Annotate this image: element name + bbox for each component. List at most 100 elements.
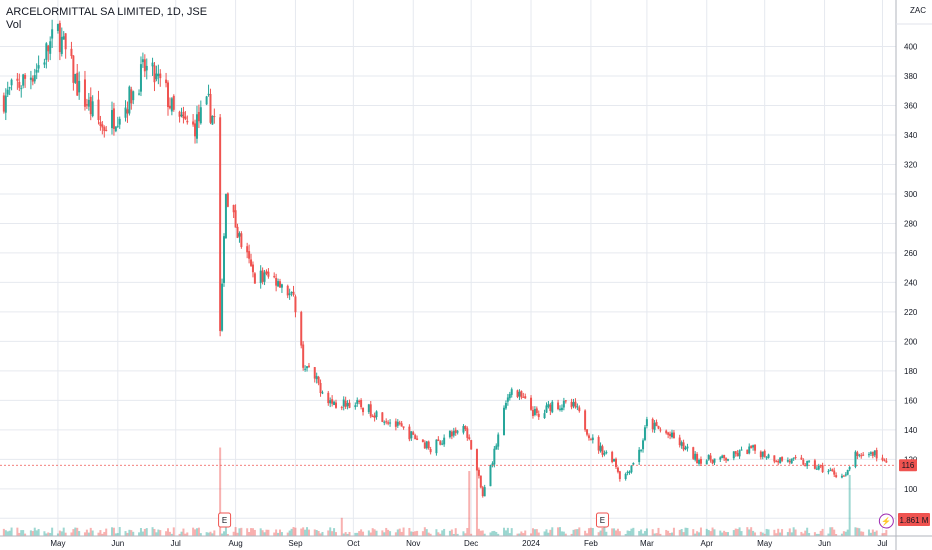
- candle-body: [669, 433, 672, 437]
- volume-bar: [304, 529, 307, 536]
- candle-body: [389, 422, 392, 424]
- dividend-badge-label: ⚡: [881, 516, 891, 526]
- candle-body: [342, 399, 345, 407]
- candle-body: [591, 437, 594, 441]
- candle-body: [348, 402, 351, 408]
- candle-body: [423, 442, 426, 449]
- candle-body: [653, 422, 656, 430]
- volume-bar: [101, 533, 104, 536]
- volume-bar: [468, 471, 471, 536]
- candle-body: [545, 405, 548, 413]
- volume-bar: [375, 530, 378, 536]
- volume-bar: [348, 531, 351, 536]
- candle-body: [775, 461, 778, 463]
- volume-bar: [854, 527, 857, 536]
- volume-bar: [483, 533, 486, 536]
- volume-bar: [340, 517, 343, 536]
- volume-bar: [615, 530, 617, 536]
- candle-body: [51, 29, 54, 39]
- candle-body: [186, 120, 189, 123]
- candle-body: [709, 455, 712, 461]
- volume-bar: [698, 532, 701, 536]
- candle-body: [259, 270, 262, 284]
- volume-bar: [31, 531, 34, 536]
- candle-body: [340, 407, 343, 409]
- candle-body: [292, 291, 295, 295]
- candle-body: [804, 465, 807, 467]
- candle-body: [180, 114, 183, 117]
- candle-body: [4, 95, 7, 113]
- candle-body: [396, 421, 399, 426]
- candle-body: [698, 460, 701, 464]
- candle-body: [881, 457, 884, 461]
- candle-body: [302, 344, 305, 368]
- candle-body: [833, 470, 836, 475]
- candle-body: [288, 293, 291, 296]
- candle-body: [723, 455, 726, 459]
- candle-body: [680, 442, 683, 446]
- volume-bar: [342, 533, 345, 536]
- candle-body: [829, 470, 832, 472]
- volume-bar: [141, 531, 144, 536]
- candle-body: [786, 460, 789, 462]
- time-tick-label: Jul: [171, 539, 181, 548]
- volume-bar: [275, 529, 278, 536]
- candle-body: [524, 396, 527, 399]
- volume-bar: [817, 533, 820, 536]
- volume-bar: [118, 527, 121, 536]
- volume-bar: [199, 533, 202, 536]
- volume-bar: [848, 474, 851, 536]
- volume-bar: [470, 533, 473, 536]
- volume-bar: [416, 530, 419, 536]
- candle-body: [89, 96, 92, 115]
- volume-bar: [732, 530, 735, 536]
- candlestick-series: [2, 19, 888, 498]
- candle-body: [711, 460, 714, 464]
- candle-body: [317, 376, 320, 384]
- candle-body: [497, 434, 500, 447]
- volume-bar: [72, 529, 75, 536]
- volume-bar: [165, 531, 168, 536]
- volume-bar: [2, 528, 5, 536]
- volume-bar: [547, 532, 550, 536]
- candle-body: [56, 23, 59, 31]
- candle-body: [752, 445, 755, 448]
- candle-body: [605, 451, 608, 454]
- volume-bar: [383, 532, 386, 536]
- volume-bar: [452, 533, 455, 536]
- candle-body: [705, 460, 708, 465]
- candle-body: [885, 460, 888, 463]
- last-volume-marker: [898, 513, 930, 526]
- volume-bar: [280, 532, 283, 536]
- candle-body: [615, 458, 617, 467]
- price-tick-label: 340: [904, 131, 918, 140]
- volume-bar: [574, 529, 577, 536]
- volume-bar: [180, 531, 183, 536]
- volume-bar: [358, 531, 361, 536]
- candle-body: [221, 283, 224, 331]
- volume-bar: [640, 529, 643, 536]
- candle-body: [746, 449, 749, 455]
- volume-bar: [808, 533, 811, 536]
- candle-body: [139, 64, 142, 92]
- candle-body: [763, 450, 766, 458]
- candle-body: [655, 422, 658, 427]
- candle-body: [126, 109, 129, 114]
- candle-body: [678, 437, 681, 446]
- volume-bar: [491, 531, 494, 536]
- volume-bar: [765, 528, 768, 536]
- volume-bar: [759, 531, 762, 536]
- candle-body: [118, 118, 121, 125]
- candle-body: [76, 72, 79, 96]
- price-tick-label: 180: [904, 367, 918, 376]
- candle-body: [70, 48, 73, 57]
- volume-bar: [454, 528, 457, 536]
- volume-bar: [18, 532, 21, 536]
- volume-bar: [124, 531, 127, 536]
- volume-bar: [236, 532, 239, 536]
- volume-bar: [497, 533, 500, 536]
- candle-body: [194, 123, 197, 137]
- volume-bar: [138, 532, 141, 536]
- price-tick-label: 400: [904, 43, 918, 52]
